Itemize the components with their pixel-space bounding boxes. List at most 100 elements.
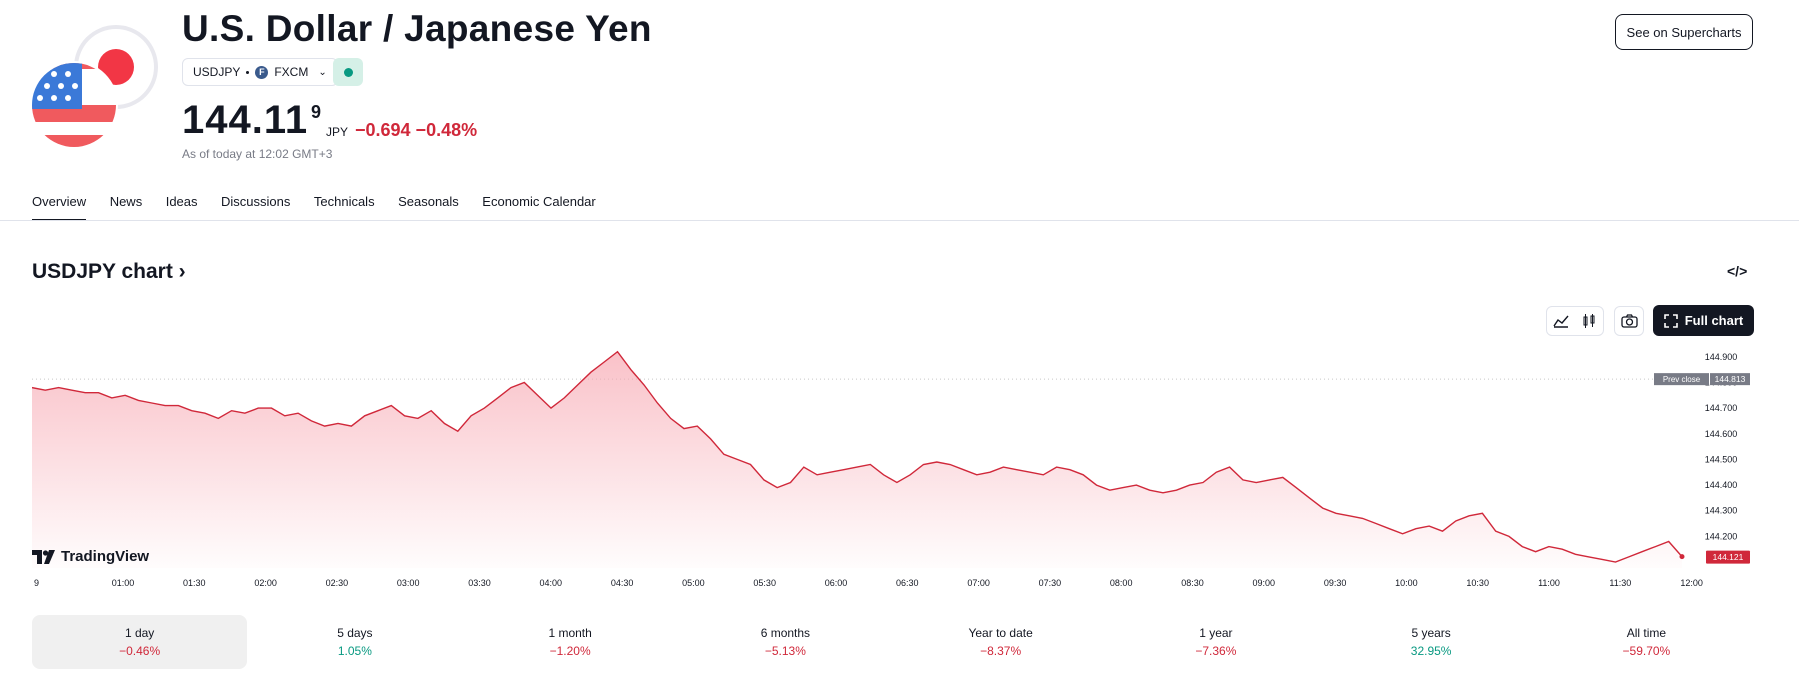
see-on-supercharts-button[interactable]: See on Supercharts bbox=[1615, 14, 1753, 50]
x-tick-label: 11:00 bbox=[1538, 578, 1560, 588]
symbol-selector[interactable]: USDJPY F FXCM ⌄ bbox=[182, 58, 338, 86]
y-tick-label: 144.400 bbox=[1705, 480, 1738, 490]
x-tick-label: 05:30 bbox=[753, 578, 776, 588]
y-tick-label: 144.200 bbox=[1705, 531, 1738, 541]
x-tick-label: 01:30 bbox=[183, 578, 206, 588]
y-tick-label: 144.900 bbox=[1705, 352, 1738, 362]
snapshot-group bbox=[1614, 306, 1644, 336]
price-chart[interactable]: 144.900144.800144.700144.600144.500144.4… bbox=[32, 350, 1754, 600]
x-tick-label: 9 bbox=[34, 578, 39, 588]
last-price-tag bbox=[1706, 550, 1750, 564]
x-tick-label: 06:30 bbox=[896, 578, 919, 588]
chart-title-link[interactable]: USDJPY chart › bbox=[32, 260, 186, 283]
period-label: 1 day bbox=[124, 626, 155, 640]
camera-icon[interactable] bbox=[1615, 307, 1643, 335]
x-tick-label: 12:00 bbox=[1680, 578, 1703, 588]
tab-bar: Overview News Ideas Discussions Technica… bbox=[32, 194, 619, 221]
x-tick-label: 08:00 bbox=[1110, 578, 1133, 588]
candles-icon[interactable] bbox=[1575, 307, 1603, 335]
exchange-icon: F bbox=[255, 65, 269, 79]
exchange-label: FXCM bbox=[274, 65, 309, 79]
price-line bbox=[32, 350, 1683, 563]
period-change: −7.36% bbox=[1195, 644, 1237, 658]
price-change: −0.694 −0.48% bbox=[355, 120, 478, 140]
chart-style-group bbox=[1546, 306, 1604, 336]
tradingview-logo[interactable]: TradingView bbox=[32, 548, 149, 565]
period-change: 32.95% bbox=[1410, 644, 1452, 658]
market-status-badge[interactable] bbox=[333, 58, 363, 86]
x-tick-label: 05:00 bbox=[682, 578, 705, 588]
period-1-month[interactable]: 1 month −1.20% bbox=[463, 615, 678, 669]
period-label: 1 month bbox=[548, 626, 592, 640]
period-5-days[interactable]: 5 days 1.05% bbox=[247, 615, 462, 669]
price-currency: JPY bbox=[326, 125, 349, 139]
tab-ideas[interactable]: Ideas bbox=[165, 194, 198, 209]
price-timestamp: As of today at 12:02 GMT+3 bbox=[182, 147, 333, 161]
x-tick-label: 09:30 bbox=[1324, 578, 1347, 588]
chevron-down-icon: ⌄ bbox=[318, 66, 327, 78]
tabs-divider bbox=[0, 220, 1799, 221]
x-tick-label: 04:30 bbox=[611, 578, 634, 588]
expand-icon bbox=[1663, 313, 1678, 328]
period-5-years[interactable]: 5 years 32.95% bbox=[1324, 615, 1539, 669]
period-label: All time bbox=[1626, 626, 1667, 640]
x-tick-label: 10:30 bbox=[1466, 578, 1489, 588]
price-pipette: 9 bbox=[311, 102, 322, 122]
full-chart-label: Full chart bbox=[1684, 313, 1744, 328]
period-label: 5 days bbox=[337, 626, 373, 640]
tradingview-logo-text: TradingView bbox=[61, 548, 150, 565]
chart-plot-area bbox=[32, 350, 1685, 568]
period-change: −1.20% bbox=[549, 644, 591, 658]
chart-toolbar bbox=[1546, 306, 1644, 336]
period-label: 1 year bbox=[1199, 626, 1233, 640]
full-chart-button[interactable]: Full chart bbox=[1653, 305, 1754, 336]
separator-dot bbox=[246, 70, 250, 74]
last-price-value: 144.121 bbox=[1713, 552, 1744, 562]
period-1-day[interactable]: 1 day −0.46% bbox=[32, 615, 248, 669]
period-all-time[interactable]: All time −59.70% bbox=[1539, 615, 1754, 669]
period-1-year[interactable]: 1 year −7.36% bbox=[1108, 615, 1323, 669]
last-point-marker bbox=[1679, 554, 1685, 560]
period-6-months[interactable]: 6 months −5.13% bbox=[678, 615, 893, 669]
tab-discussions[interactable]: Discussions bbox=[221, 194, 291, 209]
prev-close-value-tag bbox=[1710, 373, 1750, 386]
tab-seasonals[interactable]: Seasonals bbox=[398, 194, 459, 209]
x-tick-label: 03:00 bbox=[397, 578, 420, 588]
x-tick-label: 07:30 bbox=[1039, 578, 1062, 588]
code-icon[interactable]: </> bbox=[1727, 263, 1748, 279]
tradingview-icon bbox=[32, 549, 55, 564]
period-change: −5.13% bbox=[764, 644, 806, 658]
area-chart-icon[interactable] bbox=[1547, 307, 1575, 335]
period-label: 6 months bbox=[760, 626, 811, 640]
x-tick-label: 02:00 bbox=[254, 578, 277, 588]
performance-periods: 1 day −0.46% 5 days 1.05% 1 month −1.20% 6 mon… bbox=[32, 615, 1754, 669]
period-change: −0.46% bbox=[119, 644, 161, 658]
x-tick-label: 11:30 bbox=[1609, 578, 1631, 588]
tab-economic-calendar[interactable]: Economic Calendar bbox=[482, 194, 596, 209]
x-tick-label: 02:30 bbox=[326, 578, 349, 588]
market-open-icon bbox=[343, 67, 353, 77]
prev-close-label: Prev close bbox=[1663, 375, 1701, 384]
x-tick-label: 06:00 bbox=[825, 578, 848, 588]
y-tick-label: 144.600 bbox=[1705, 429, 1738, 439]
period-label: Year to date bbox=[968, 626, 1033, 640]
x-tick-label: 01:00 bbox=[112, 578, 135, 588]
last-price: 144.11 bbox=[182, 98, 309, 142]
x-tick-label: 03:30 bbox=[468, 578, 491, 588]
prev-close-value: 144.813 bbox=[1715, 374, 1746, 384]
tab-overview[interactable]: Overview bbox=[32, 194, 87, 221]
period-change: 1.05% bbox=[337, 644, 372, 658]
x-tick-label: 08:30 bbox=[1181, 578, 1204, 588]
x-tick-label: 10:00 bbox=[1395, 578, 1418, 588]
tab-news[interactable]: News bbox=[109, 194, 143, 209]
y-tick-label: 144.500 bbox=[1705, 454, 1738, 464]
symbol-label: USDJPY bbox=[193, 65, 241, 79]
tab-technicals[interactable]: Technicals bbox=[313, 194, 375, 209]
price-area-fill bbox=[32, 351, 1682, 568]
page-title: U.S. Dollar / Japanese Yen bbox=[182, 8, 652, 49]
period-year-to-date[interactable]: Year to date −8.37% bbox=[893, 615, 1108, 669]
period-change: −59.70% bbox=[1622, 644, 1671, 658]
chart-y-axis: 144.900144.800144.700144.600144.500144.4… bbox=[1654, 352, 1750, 564]
period-change: −8.37% bbox=[980, 644, 1022, 658]
y-tick-label: 144.700 bbox=[1705, 403, 1738, 413]
